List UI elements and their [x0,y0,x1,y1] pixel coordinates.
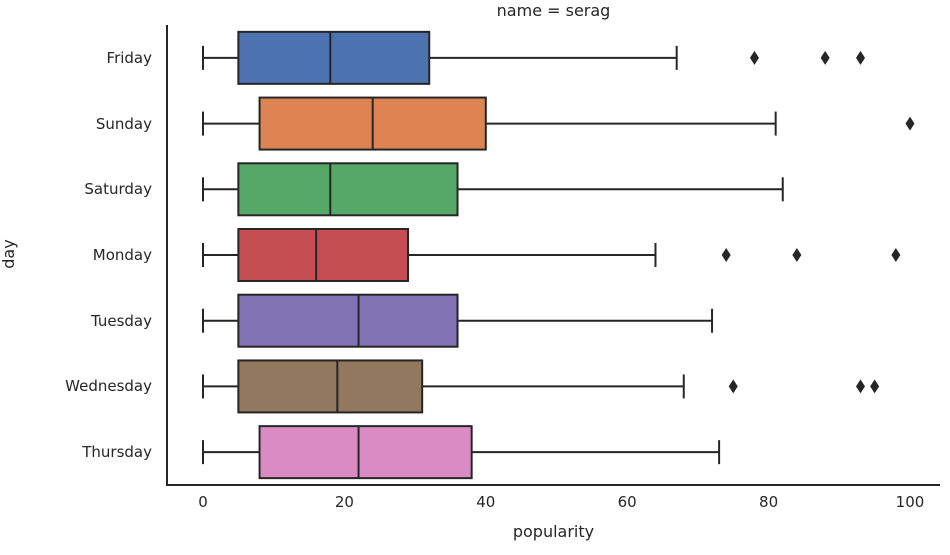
xtick-100: 100 [895,493,925,511]
xtick-80: 80 [759,493,779,511]
outlier-monday-1 [792,248,802,262]
ytick-sunday: Sunday [95,114,152,133]
outlier-wednesday-2 [870,379,880,394]
box-tuesday [237,293,459,348]
outlier-sunday-0 [905,116,915,131]
chart-title: name = serag [496,1,611,20]
box-monday [237,228,410,282]
box-saturday [237,162,459,217]
x-axis-label: popularity [512,522,595,541]
ytick-monday: Monday [92,246,152,264]
box-thursday [258,425,473,480]
xtick-60: 60 [617,493,637,511]
xtick-20: 20 [334,493,354,511]
outlier-monday-0 [721,248,731,262]
ytick-saturday: Saturday [84,180,152,199]
outlier-wednesday-0 [728,379,738,394]
xtick-40: 40 [476,493,496,511]
box-friday [237,30,431,85]
ytick-friday: Friday [106,48,152,67]
outlier-friday-1 [820,50,830,65]
xtick-0: 0 [198,493,208,511]
ytick-wednesday: Wednesday [65,377,152,396]
ytick-tuesday: Tuesday [90,311,152,330]
box-wednesday [237,359,424,414]
outlier-wednesday-1 [856,379,866,394]
outlier-friday-0 [749,50,759,65]
outlier-monday-2 [891,248,901,262]
outlier-friday-2 [856,50,866,65]
ytick-thursday: Thursday [82,443,152,462]
